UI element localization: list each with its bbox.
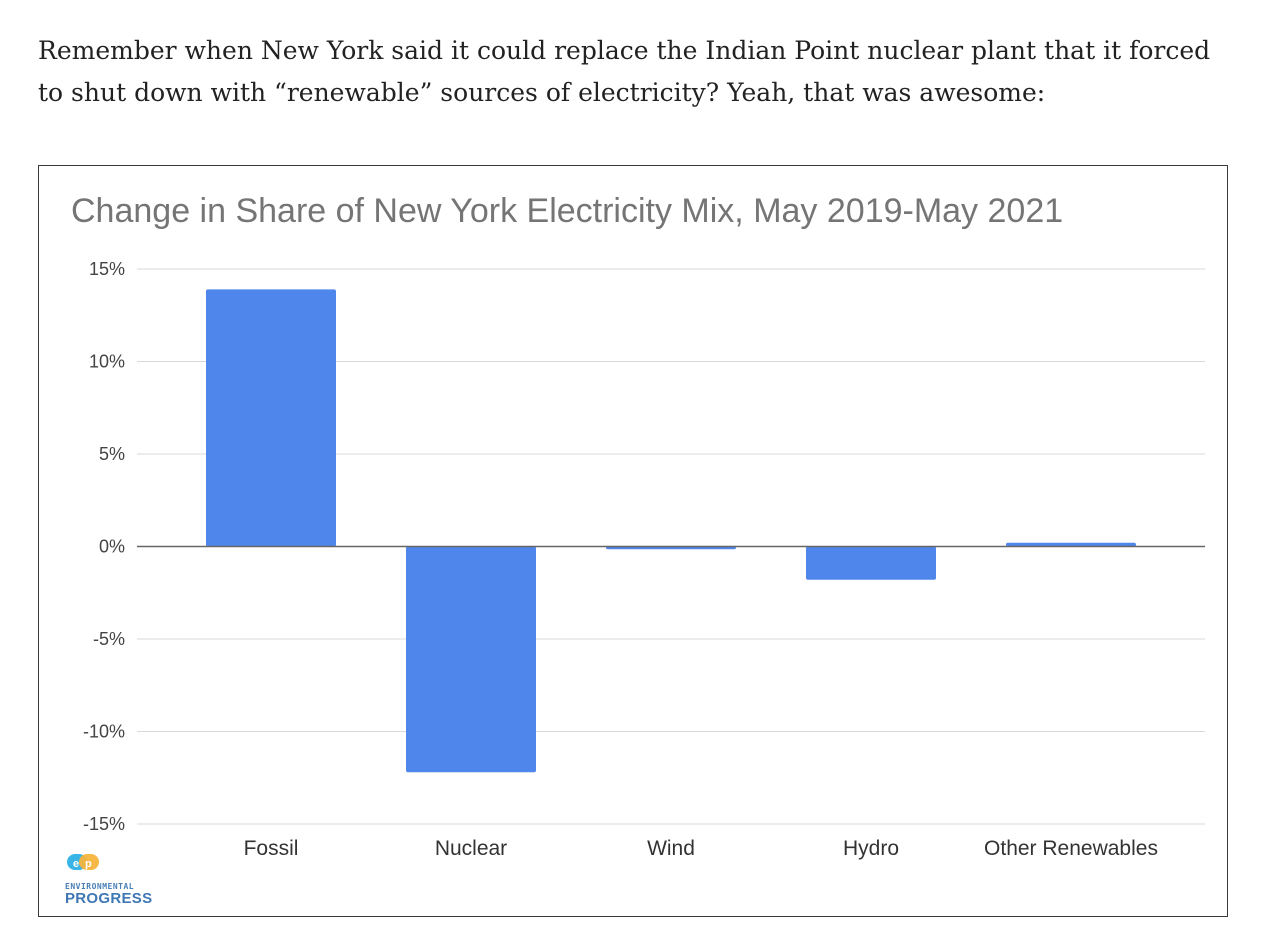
ep-logo-icon: e p (67, 854, 99, 870)
bar-nuclear (406, 546, 536, 773)
bar-hydro (806, 546, 936, 580)
bar-chart: Change in Share of New York Electricity … (71, 192, 1205, 860)
y-tick-label: 10% (89, 352, 125, 372)
y-tick-label: -10% (83, 722, 125, 742)
x-axis-categories: Fossil Nuclear Wind Hydro Other Renewables (244, 837, 1158, 860)
bar-other-renewables (1006, 542, 1136, 547)
environmental-progress-logo: e p ENVIRONMENTAL PROGRESS (65, 851, 165, 911)
y-tick-label: -15% (83, 814, 125, 834)
x-category-label: Wind (647, 837, 695, 860)
y-tick-label: 0% (99, 537, 125, 557)
y-axis-ticks: 15% 10% 5% 0% -5% -10% -15% (83, 259, 125, 834)
bars (206, 289, 1136, 773)
logo-small-text: ENVIRONMENTAL (65, 882, 135, 891)
x-category-label: Nuclear (435, 837, 507, 860)
x-category-label: Fossil (244, 837, 299, 860)
y-tick-label: 15% (89, 259, 125, 279)
bar-fossil (206, 289, 336, 547)
x-category-label: Other Renewables (984, 837, 1158, 860)
y-tick-label: 5% (99, 444, 125, 464)
article-intro-paragraph: Remember when New York said it could rep… (38, 36, 1211, 107)
logo-big-text: PROGRESS (65, 890, 153, 907)
chart-title: Change in Share of New York Electricity … (71, 192, 1063, 230)
x-category-label: Hydro (843, 837, 899, 860)
svg-text:e: e (73, 858, 79, 870)
y-tick-label: -5% (93, 629, 125, 649)
chart-frame: Change in Share of New York Electricity … (38, 165, 1228, 917)
svg-text:p: p (85, 858, 92, 870)
